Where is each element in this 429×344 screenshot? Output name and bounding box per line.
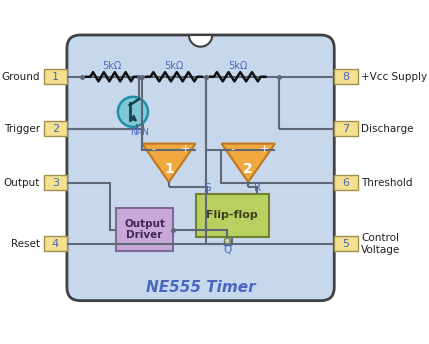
Bar — [116, 208, 173, 251]
Text: Trigger: Trigger — [4, 123, 40, 133]
Circle shape — [118, 97, 148, 127]
Text: 3: 3 — [52, 178, 59, 188]
Text: -: - — [151, 144, 155, 154]
Text: 5kΩ: 5kΩ — [164, 61, 184, 71]
Bar — [334, 236, 358, 251]
Text: 2: 2 — [243, 162, 253, 175]
Text: Output
Driver: Output Driver — [124, 219, 165, 240]
Bar — [43, 121, 67, 136]
Text: Output: Output — [4, 178, 40, 188]
Text: 7: 7 — [342, 123, 350, 133]
Text: -: - — [231, 144, 235, 154]
Text: Threshold: Threshold — [361, 178, 413, 188]
Bar — [196, 194, 269, 237]
Text: 2: 2 — [51, 123, 59, 133]
Text: 1: 1 — [52, 72, 59, 82]
Circle shape — [224, 238, 230, 244]
Text: NE555 Timer: NE555 Timer — [146, 280, 255, 295]
Text: Flip-flop: Flip-flop — [206, 211, 258, 221]
Text: S: S — [204, 183, 211, 193]
Text: Discharge: Discharge — [361, 123, 414, 133]
Text: +Vcc Supply: +Vcc Supply — [361, 72, 427, 82]
Text: 8: 8 — [342, 72, 350, 82]
Text: 5kΩ: 5kΩ — [103, 61, 122, 71]
Text: Ground: Ground — [2, 72, 40, 82]
Bar — [334, 69, 358, 84]
FancyBboxPatch shape — [67, 35, 334, 301]
Bar — [43, 236, 67, 251]
Text: NPN: NPN — [130, 128, 149, 137]
Bar — [334, 175, 358, 190]
Text: 4: 4 — [51, 239, 59, 249]
Polygon shape — [221, 143, 275, 182]
Polygon shape — [142, 143, 196, 182]
Text: Q: Q — [223, 245, 232, 255]
Text: Control
Voltage: Control Voltage — [361, 233, 400, 255]
Text: +: + — [260, 144, 269, 154]
Bar — [334, 121, 358, 136]
Text: Reset: Reset — [11, 239, 40, 249]
Text: 1: 1 — [164, 162, 174, 175]
Text: 6: 6 — [342, 178, 350, 188]
Bar — [43, 175, 67, 190]
Text: R: R — [254, 183, 261, 193]
Text: +: + — [181, 144, 190, 154]
Polygon shape — [189, 35, 212, 47]
Text: 5kΩ: 5kΩ — [228, 61, 247, 71]
Bar — [43, 69, 67, 84]
Text: 5: 5 — [342, 239, 350, 249]
